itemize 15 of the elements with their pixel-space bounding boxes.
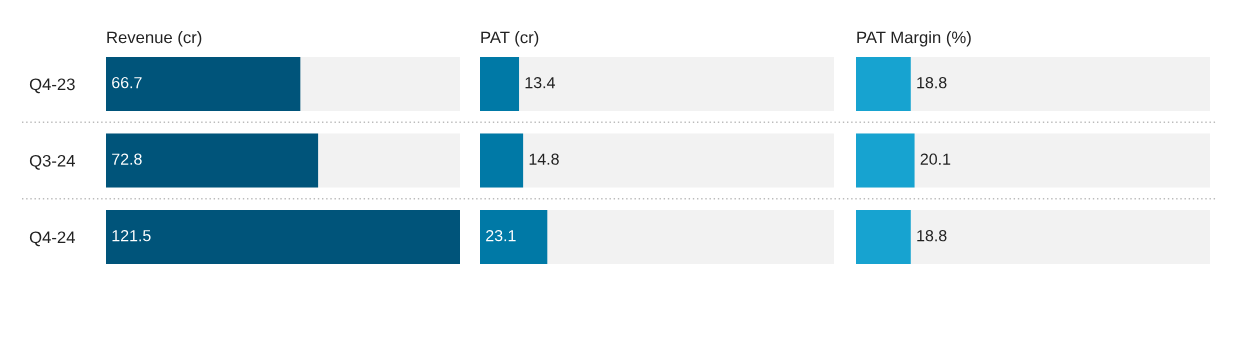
- y-tick-label: Q4-24: [29, 231, 75, 247]
- chart-title: PAT (cr): [481, 31, 539, 47]
- y-tick-label: Q3-24: [29, 154, 75, 170]
- data-label: 72.8: [112, 153, 142, 165]
- chart-title: Revenue (cr): [107, 31, 202, 47]
- data-label: 14.8: [529, 153, 559, 165]
- data-label: 23.1: [486, 229, 516, 242]
- data-label: 121.5: [112, 229, 151, 242]
- data-label: 13.4: [525, 76, 555, 89]
- data-label: 18.8: [917, 76, 947, 89]
- chart-title: PAT Margin (%): [857, 31, 971, 47]
- y-tick-label: Q4-23: [29, 78, 75, 94]
- data-label: 18.8: [917, 229, 947, 242]
- data-label: 66.7: [112, 76, 142, 89]
- data-label: 20.1: [920, 153, 951, 165]
